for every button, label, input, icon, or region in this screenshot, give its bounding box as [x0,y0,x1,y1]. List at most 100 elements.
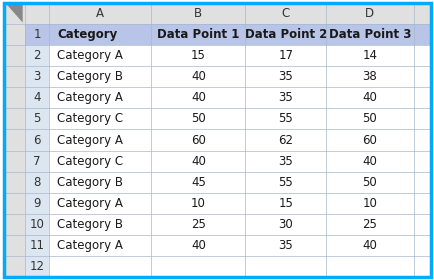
Text: C: C [281,7,289,20]
Bar [151,235,245,256]
Bar [4,214,25,235]
Text: 55: 55 [278,176,293,189]
Bar [25,87,49,108]
Bar [151,3,245,24]
Bar [25,24,49,45]
Bar [49,87,151,108]
Text: 62: 62 [278,134,293,146]
Bar [4,24,25,45]
Text: 25: 25 [362,218,376,231]
Text: Category A: Category A [57,197,123,210]
Text: B: B [194,7,202,20]
Text: 40: 40 [362,91,376,104]
Bar [25,151,49,172]
Bar [413,151,430,172]
Text: 15: 15 [278,197,293,210]
Bar [4,235,25,256]
Text: 7: 7 [33,155,41,168]
Bar [25,235,49,256]
Bar [245,172,326,193]
Text: Category A: Category A [57,91,123,104]
Bar [413,24,430,45]
Bar [4,45,25,66]
Bar [326,66,413,87]
Text: Category A: Category A [57,134,123,146]
Text: Category A: Category A [57,239,123,252]
Bar [413,87,430,108]
Bar [4,256,25,277]
Text: 40: 40 [191,155,205,168]
Text: 10: 10 [191,197,205,210]
Bar [245,87,326,108]
Text: 6: 6 [33,134,41,146]
Bar [413,3,430,24]
Text: 60: 60 [191,134,205,146]
Text: 35: 35 [278,239,293,252]
Bar [326,87,413,108]
Bar [4,129,25,151]
Bar [25,129,49,151]
Text: Category B: Category B [57,176,123,189]
Bar [4,3,25,24]
Text: 45: 45 [191,176,205,189]
Bar [245,256,326,277]
Text: 40: 40 [191,239,205,252]
Bar [49,24,151,45]
Text: A: A [96,7,104,20]
Bar [413,256,430,277]
Bar [245,129,326,151]
Text: 55: 55 [278,112,293,125]
Bar [326,129,413,151]
Bar [326,45,413,66]
Bar [151,66,245,87]
Bar [326,3,413,24]
Bar [245,151,326,172]
Bar [413,108,430,129]
Bar [151,108,245,129]
Bar [49,45,151,66]
Text: Category B: Category B [57,218,123,231]
Text: D: D [365,7,374,20]
Text: 4: 4 [33,91,41,104]
Bar [49,151,151,172]
Text: 50: 50 [362,176,376,189]
Text: 2: 2 [33,49,41,62]
Bar [49,108,151,129]
Bar [25,214,49,235]
Bar [151,256,245,277]
Text: Category A: Category A [57,49,123,62]
Bar [326,256,413,277]
Text: 60: 60 [362,134,376,146]
Text: 17: 17 [278,49,293,62]
Bar [25,66,49,87]
Bar [326,24,413,45]
Bar [245,108,326,129]
Polygon shape [7,4,23,22]
Bar [49,129,151,151]
Bar [326,214,413,235]
Text: Data Point 3: Data Point 3 [328,28,410,41]
Bar [4,151,25,172]
Bar [326,151,413,172]
Bar [4,87,25,108]
Text: 35: 35 [278,70,293,83]
Bar [4,193,25,214]
Bar [151,172,245,193]
Bar [245,214,326,235]
Bar [4,172,25,193]
Bar [25,256,49,277]
Text: 35: 35 [278,91,293,104]
Bar [151,151,245,172]
Bar [413,235,430,256]
Bar [151,129,245,151]
Bar [413,193,430,214]
Text: 12: 12 [30,260,44,273]
Bar [25,108,49,129]
Bar [49,3,151,24]
Text: Category C: Category C [57,112,123,125]
Text: 38: 38 [362,70,376,83]
Bar [4,108,25,129]
Bar [4,66,25,87]
Text: 1: 1 [33,28,41,41]
Bar [151,45,245,66]
